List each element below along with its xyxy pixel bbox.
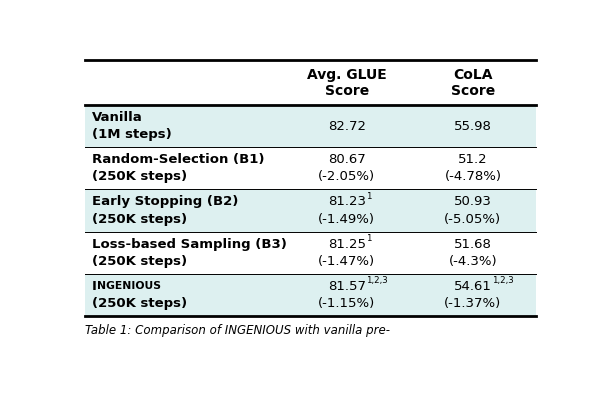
Text: (250K steps): (250K steps) bbox=[92, 297, 187, 310]
Bar bbox=[85, 190, 536, 232]
Text: Vanilla: Vanilla bbox=[92, 111, 143, 124]
Text: (250K steps): (250K steps) bbox=[92, 170, 187, 184]
Text: 51.68: 51.68 bbox=[454, 238, 492, 250]
Text: (250K steps): (250K steps) bbox=[92, 255, 187, 268]
Text: Random-Selection (B1): Random-Selection (B1) bbox=[92, 153, 265, 166]
Text: (-5.05%): (-5.05%) bbox=[444, 213, 501, 226]
Text: 1: 1 bbox=[365, 192, 371, 200]
Text: (-1.15%): (-1.15%) bbox=[318, 297, 375, 310]
Text: 51.2: 51.2 bbox=[458, 153, 488, 166]
Text: 81.57: 81.57 bbox=[328, 280, 365, 293]
Text: CoLA
Score: CoLA Score bbox=[451, 68, 495, 98]
Text: Avg. GLUE
Score: Avg. GLUE Score bbox=[307, 68, 387, 98]
Text: 81.25: 81.25 bbox=[328, 238, 365, 250]
Text: (250K steps): (250K steps) bbox=[92, 213, 187, 226]
Text: (-4.3%): (-4.3%) bbox=[448, 255, 497, 268]
Text: Early Stopping (B2): Early Stopping (B2) bbox=[92, 195, 239, 208]
Text: 80.67: 80.67 bbox=[328, 153, 365, 166]
Text: Loss-based Sampling (B3): Loss-based Sampling (B3) bbox=[92, 238, 287, 250]
Bar bbox=[85, 274, 536, 316]
Text: 1: 1 bbox=[365, 234, 371, 243]
Text: 1,2,3: 1,2,3 bbox=[492, 276, 513, 285]
Text: I: I bbox=[92, 280, 97, 293]
Text: 81.23: 81.23 bbox=[328, 195, 365, 208]
Text: NGENIOUS: NGENIOUS bbox=[97, 281, 161, 291]
Text: 50.93: 50.93 bbox=[454, 195, 492, 208]
Bar bbox=[85, 232, 536, 274]
Bar bbox=[85, 105, 536, 147]
Text: (1M steps): (1M steps) bbox=[92, 128, 172, 141]
Bar bbox=[85, 60, 536, 105]
Text: (-1.47%): (-1.47%) bbox=[318, 255, 375, 268]
Text: Table 1: Comparison of INGENIOUS with vanilla pre-: Table 1: Comparison of INGENIOUS with va… bbox=[85, 324, 390, 337]
Text: (-1.49%): (-1.49%) bbox=[318, 213, 375, 226]
Text: (-1.37%): (-1.37%) bbox=[444, 297, 502, 310]
Text: 1,2,3: 1,2,3 bbox=[365, 276, 387, 285]
Text: (-4.78%): (-4.78%) bbox=[444, 170, 501, 184]
Text: 55.98: 55.98 bbox=[454, 120, 492, 133]
Text: 82.72: 82.72 bbox=[328, 120, 365, 133]
Bar bbox=[85, 147, 536, 190]
Text: (-2.05%): (-2.05%) bbox=[318, 170, 375, 184]
Text: 54.61: 54.61 bbox=[454, 280, 492, 293]
